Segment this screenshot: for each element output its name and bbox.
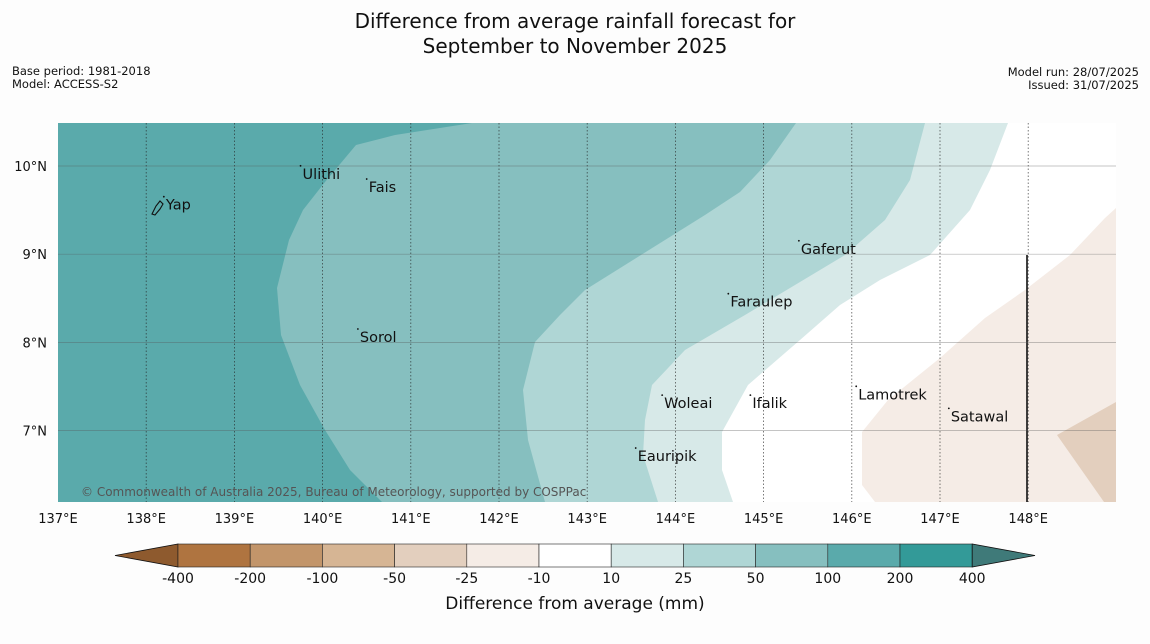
place-label: Woleai — [664, 396, 712, 412]
colorbar-label: -200 — [234, 571, 266, 587]
grid-layer — [58, 123, 1116, 502]
place-marker — [299, 164, 302, 167]
colorbar-label: 10 — [602, 571, 620, 587]
place-faraulep: Faraulep — [727, 292, 792, 311]
place-marker — [634, 447, 637, 449]
place-lamotrek: Lamotrek — [855, 385, 927, 403]
lon-tick-label: 138°E — [126, 512, 166, 527]
colorbar-label: -10 — [528, 571, 551, 587]
place-label: Lamotrek — [858, 387, 927, 403]
colorbar-label: -100 — [307, 571, 339, 587]
lon-tick-label: 139°E — [215, 512, 255, 527]
model-name: Model: ACCESS-S2 — [12, 77, 119, 91]
colorbar-swatch — [538, 543, 612, 568]
lon-tick-label: 142°E — [479, 512, 519, 527]
lon-tick-label: 145°E — [744, 512, 784, 527]
colorbar-label: -50 — [383, 571, 406, 587]
place-ifalik: Ifalik — [749, 394, 788, 412]
run-info: Model run: 28/07/2025 Issued: 31/07/2025 — [1008, 66, 1139, 92]
colorbar-label: 100 — [814, 571, 841, 587]
lon-tick-label: 143°E — [567, 512, 607, 527]
place-woleai: Woleai — [661, 394, 712, 412]
place-ulithi: Ulithi — [299, 164, 341, 183]
colorbar-label: 400 — [959, 571, 986, 587]
issued-date: Issued: 31/07/2025 — [1028, 78, 1139, 92]
region-neg-10-25 — [862, 208, 1116, 502]
lon-labels: 137°E 138°E 139°E 140°E 141°E 142°E 143°E 144°E… — [38, 512, 1048, 527]
lat-tick-label: 7°N — [23, 425, 48, 440]
place-label: Ulithi — [303, 167, 341, 183]
lat-labels: 10°N 9°N 8°N 7°N — [14, 160, 47, 440]
lat-tick-label: 10°N — [14, 160, 47, 175]
place-label: Fais — [369, 180, 396, 196]
place-label: Ifalik — [752, 396, 787, 412]
place-label: Satawal — [951, 409, 1008, 425]
colorbar-title: Difference from average (mm) — [445, 594, 705, 614]
colorbar-swatch — [249, 543, 323, 568]
place-label: Gaferut — [801, 242, 856, 258]
place-marker — [365, 178, 368, 180]
base-period: Base period: 1981-2018 — [12, 64, 151, 78]
chart-title: Difference from average rainfall forecas… — [0, 9, 1150, 59]
places-layer: Yap Ulithi Fais Sorol Gaferut Faraulep Woleai I… — [162, 164, 1008, 465]
place-fais: Fais — [365, 178, 396, 196]
model-run: Model run: 28/07/2025 — [1007, 65, 1139, 79]
place-label: Eauripik — [638, 449, 697, 465]
colorbar-extend-high — [971, 543, 1036, 568]
place-satawal: Satawal — [947, 407, 1008, 425]
place-marker — [947, 407, 950, 410]
lon-tick-label: 137°E — [38, 512, 78, 527]
place-gaferut: Gaferut — [797, 239, 856, 258]
colorbar: -400 -200 -100 -50 -25 -10 10 25 50 100 200 400 — [114, 543, 1036, 587]
colorbar-swatch — [683, 543, 756, 568]
place-label: Sorol — [360, 330, 397, 346]
yap-island-outline — [151, 200, 164, 216]
base-info: Base period: 1981-2018 Model: ACCESS-S2 — [12, 65, 151, 91]
lon-tick-label: 144°E — [656, 512, 696, 527]
copyright-text: © Commonwealth of Australia 2025, Bureau… — [81, 485, 586, 499]
colorbar-label: 200 — [887, 571, 914, 587]
colorbar-swatch — [322, 543, 395, 568]
colorbar-label: 25 — [674, 571, 692, 587]
colorbar-label: -400 — [162, 571, 194, 587]
lon-tick-label: 141°E — [391, 512, 431, 527]
colorbar-swatch — [899, 543, 973, 568]
lat-tick-label: 8°N — [23, 336, 48, 351]
place-sorol: Sorol — [356, 328, 397, 346]
place-marker — [855, 385, 858, 388]
lon-tick-label: 146°E — [832, 512, 872, 527]
place-marker — [162, 195, 165, 198]
place-marker — [356, 328, 359, 330]
place-label: Faraulep — [730, 295, 792, 311]
place-label: Yap — [165, 198, 191, 214]
colorbar-swatch — [394, 543, 468, 568]
colorbar-label: 50 — [747, 571, 765, 587]
colorbar-extend-low — [114, 543, 179, 568]
place-yap: Yap — [162, 195, 191, 214]
lat-tick-label: 9°N — [23, 248, 48, 263]
colorbar-swatch — [466, 543, 540, 568]
colorbar-swatch — [610, 543, 684, 568]
region-neg-25-50 — [1057, 402, 1116, 502]
place-eauripik: Eauripik — [634, 447, 697, 465]
lon-tick-label: 148°E — [1008, 512, 1048, 527]
title-line-2: September to November 2025 — [422, 34, 728, 58]
place-marker — [797, 239, 800, 242]
lon-tick-label: 147°E — [920, 512, 960, 527]
lon-tick-label: 140°E — [303, 512, 343, 527]
title-line-1: Difference from average rainfall forecas… — [354, 9, 796, 33]
place-marker — [661, 394, 664, 397]
place-marker — [727, 292, 730, 295]
colorbar-swatch — [827, 543, 901, 568]
place-marker — [749, 394, 752, 397]
colorbar-swatch — [755, 543, 829, 568]
colorbar-swatch — [177, 543, 251, 568]
colorbar-label: -25 — [455, 571, 478, 587]
